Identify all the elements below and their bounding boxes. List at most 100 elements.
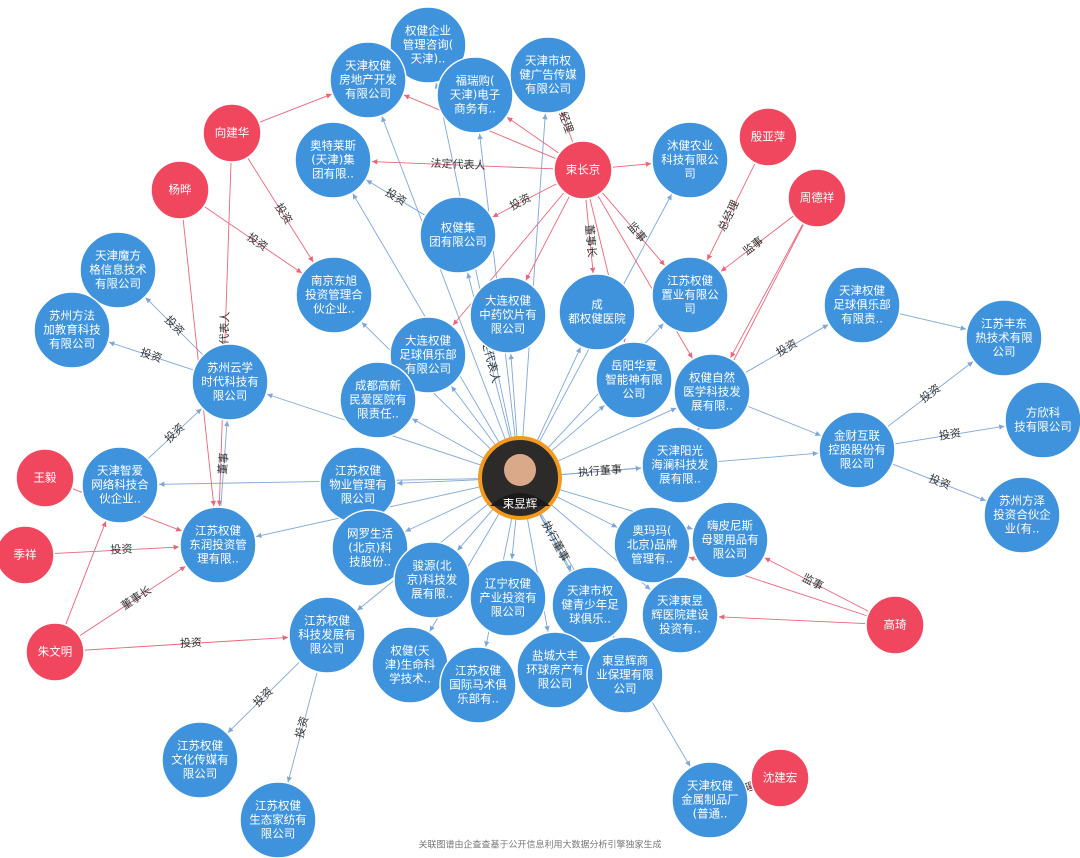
edge <box>585 199 596 274</box>
edge <box>216 162 232 507</box>
company-circle <box>239 781 317 858</box>
company-label: 健广告传媒 <box>519 68 577 82</box>
edge <box>893 463 986 502</box>
company-label: 限公司 <box>183 767 218 781</box>
company-label: 投资有.. <box>659 622 701 636</box>
company-label: 网罗生活 <box>347 527 393 541</box>
company-label: 東昱辉商 <box>602 654 648 668</box>
company-label: 沐健农业 <box>667 139 713 153</box>
company-label: 辉医院建设 <box>651 608 709 622</box>
company-label: 天津权健 <box>345 59 391 73</box>
person-circle <box>15 448 75 508</box>
person-circle <box>25 622 85 682</box>
person-circle <box>787 168 847 228</box>
company-circle <box>469 559 547 637</box>
edge <box>748 406 821 437</box>
company-label: 团有限公司 <box>429 235 487 249</box>
company-label: 福瑞购( <box>456 74 495 88</box>
company-circle <box>33 291 111 369</box>
company-label: 加教育科技 <box>43 323 101 337</box>
edge-label: 投资 <box>938 425 962 442</box>
company-label: 足球俱乐部 <box>833 298 891 312</box>
edge <box>381 116 507 441</box>
person-circle <box>750 748 810 808</box>
company-circle <box>179 506 257 584</box>
company-label: 限公司 <box>713 547 748 561</box>
person-node: 周德祥 <box>787 168 847 228</box>
company-label: 苏州方法 <box>49 309 95 323</box>
company-label: 限公司 <box>840 457 875 471</box>
company-label: 生态家纺有 <box>249 813 307 827</box>
person-node: 王毅 <box>15 448 75 508</box>
company-label: 权健自然 <box>689 371 735 385</box>
edge <box>396 479 481 486</box>
company-label: 业(有.. <box>1005 522 1040 536</box>
company-circle <box>673 353 751 431</box>
edge <box>718 614 866 625</box>
edge <box>366 179 425 216</box>
edge <box>148 408 202 459</box>
company-label: 理有限.. <box>197 552 239 566</box>
edge <box>536 347 581 442</box>
person-node: 季祥 <box>0 525 55 585</box>
center-label: 束昱辉 <box>503 497 538 511</box>
company-label: 技股份.. <box>349 555 391 569</box>
company-circle <box>509 36 587 114</box>
company-circle <box>641 576 719 654</box>
company-label: 业保理有限 <box>596 668 654 682</box>
edge <box>227 662 300 733</box>
edge <box>895 424 1005 445</box>
company-label: 投资管理合 <box>305 288 363 302</box>
company-label: 时代科技有 <box>201 375 259 389</box>
edge-label: 法定代表人 <box>430 156 486 172</box>
person-circle <box>202 103 262 163</box>
person-circle <box>0 525 55 585</box>
company-label: 学技术.. <box>389 672 431 686</box>
company-circle <box>339 361 417 439</box>
company-label: 江苏权健 <box>195 524 241 538</box>
company-label: 医学科技发 <box>683 385 741 399</box>
company-label: 物业管理有 <box>329 478 387 492</box>
edge <box>538 512 572 572</box>
company-circle <box>671 761 749 839</box>
edge <box>747 784 754 790</box>
edge <box>555 495 618 528</box>
company-label: 天津東昱 <box>657 594 703 608</box>
edge <box>556 407 677 463</box>
edge-label: 投资 <box>110 541 133 556</box>
person-node: 束长京 <box>553 140 613 200</box>
company-label: 天津阳光 <box>657 444 703 458</box>
nodes: 权健企业管理咨询(天津)..天津权健房地产开发有限公司福瑞购(天津)电子商务有.… <box>0 6 1080 858</box>
person-label: 沈建宏 <box>763 771 798 785</box>
company-label: 管理咨询( <box>403 38 454 52</box>
edge <box>286 672 318 783</box>
company-circle <box>393 541 471 619</box>
edge <box>65 521 107 625</box>
company-circle <box>613 506 691 584</box>
company-label: 都权健医院 <box>568 312 626 326</box>
company-label: 伙企业.. <box>99 492 141 506</box>
company-label: 房地产开发 <box>339 73 397 87</box>
company-label: 限公司 <box>310 642 345 656</box>
edge <box>457 507 495 551</box>
edge <box>145 297 203 355</box>
person-node: 朱文明 <box>25 622 85 682</box>
